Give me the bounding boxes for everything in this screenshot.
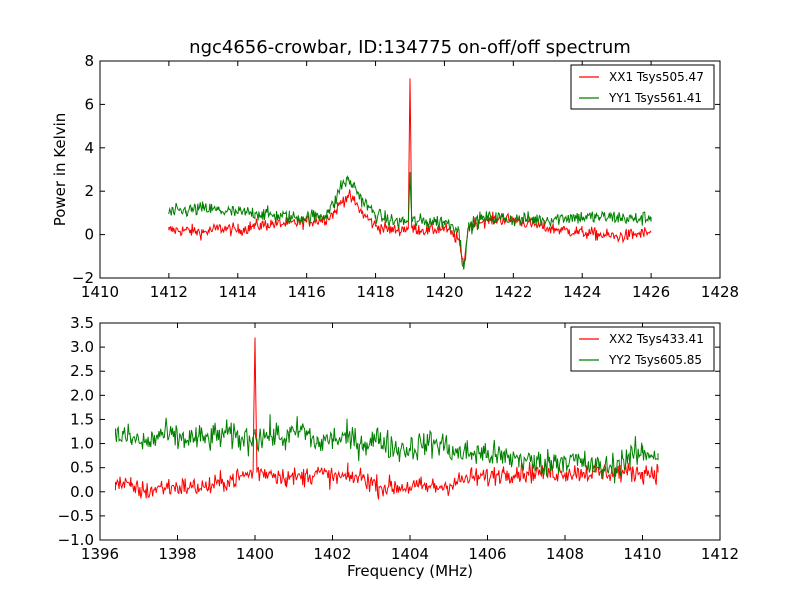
legend-box: [570, 326, 715, 372]
y-tick-label: 2.5: [70, 362, 94, 380]
y-tick-label: 6: [84, 95, 94, 113]
x-tick-label: 1424: [563, 283, 601, 301]
y-tick-label: 3.5: [70, 314, 94, 332]
y-tick-label: 1.5: [70, 410, 94, 428]
x-tick-label: 1396: [81, 545, 119, 563]
bottom-panel: 1396 1398 1400 1402 1404 1406 1408 1410 1412 −1.0…: [58, 314, 740, 580]
x-axis-label: Frequency (MHz): [347, 562, 473, 580]
x-tick-label: 1422: [494, 283, 532, 301]
legend: XX2 Tsys433.41 YY2 Tsys605.85: [570, 326, 715, 372]
x-tick-label: 1400: [236, 545, 274, 563]
y-tick-label: −2: [72, 269, 94, 287]
x-tick-label: 1402: [313, 545, 351, 563]
series-line-xx: [115, 337, 659, 500]
y-tick-label: −1.0: [58, 531, 94, 549]
y-tick-label: 4: [84, 139, 94, 157]
x-tick-label: 1412: [701, 545, 739, 563]
series-line-yy: [168, 172, 652, 270]
x-tick-label: 1408: [546, 545, 584, 563]
x-tick-label: 1404: [391, 545, 429, 563]
y-tick-label: −0.5: [58, 507, 94, 525]
x-tick-label: 1412: [150, 283, 188, 301]
y-tick-label: 8: [84, 52, 94, 70]
legend-label: YY1 Tsys561.41: [608, 91, 702, 105]
x-tick-label: 1420: [425, 283, 463, 301]
legend-label: YY2 Tsys605.85: [608, 353, 702, 367]
x-tick-label: 1418: [356, 283, 394, 301]
x-tick-label: 1406: [468, 545, 506, 563]
x-tick-label: 1410: [623, 545, 661, 563]
y-tick-label: 0.5: [70, 459, 94, 477]
y-tick-label: 0.0: [70, 483, 94, 501]
x-tick-label: 1414: [219, 283, 257, 301]
x-tick-label: 1410: [81, 283, 119, 301]
legend-label: XX1 Tsys505.47: [609, 70, 704, 84]
x-tick-label: 1428: [701, 283, 739, 301]
top-panel: 1410 1412 1414 1416 1418 1420 1422 1424 1426 1428…: [51, 52, 739, 301]
y-tick-label: 1.0: [70, 435, 94, 453]
series-line-yy: [115, 414, 659, 484]
plot-frame: [99, 60, 721, 279]
y-tick-label: 3.0: [70, 338, 94, 356]
chart-title: ngc4656-crowbar, ID:134775 on-off/off sp…: [189, 37, 631, 58]
legend-box: [570, 64, 715, 110]
x-tick-label: 1398: [158, 545, 196, 563]
y-axis-label: Power in Kelvin: [51, 113, 69, 227]
x-tick-label: 1416: [288, 283, 326, 301]
series-line-xx: [168, 78, 652, 267]
y-tick-label: 2.0: [70, 386, 94, 404]
legend-label: XX2 Tsys433.41: [609, 332, 704, 346]
x-tick-label: 1426: [632, 283, 670, 301]
y-tick-label: 2: [84, 182, 94, 200]
y-tick-label: 0: [84, 226, 94, 244]
legend: XX1 Tsys505.47 YY1 Tsys561.41: [570, 64, 715, 110]
